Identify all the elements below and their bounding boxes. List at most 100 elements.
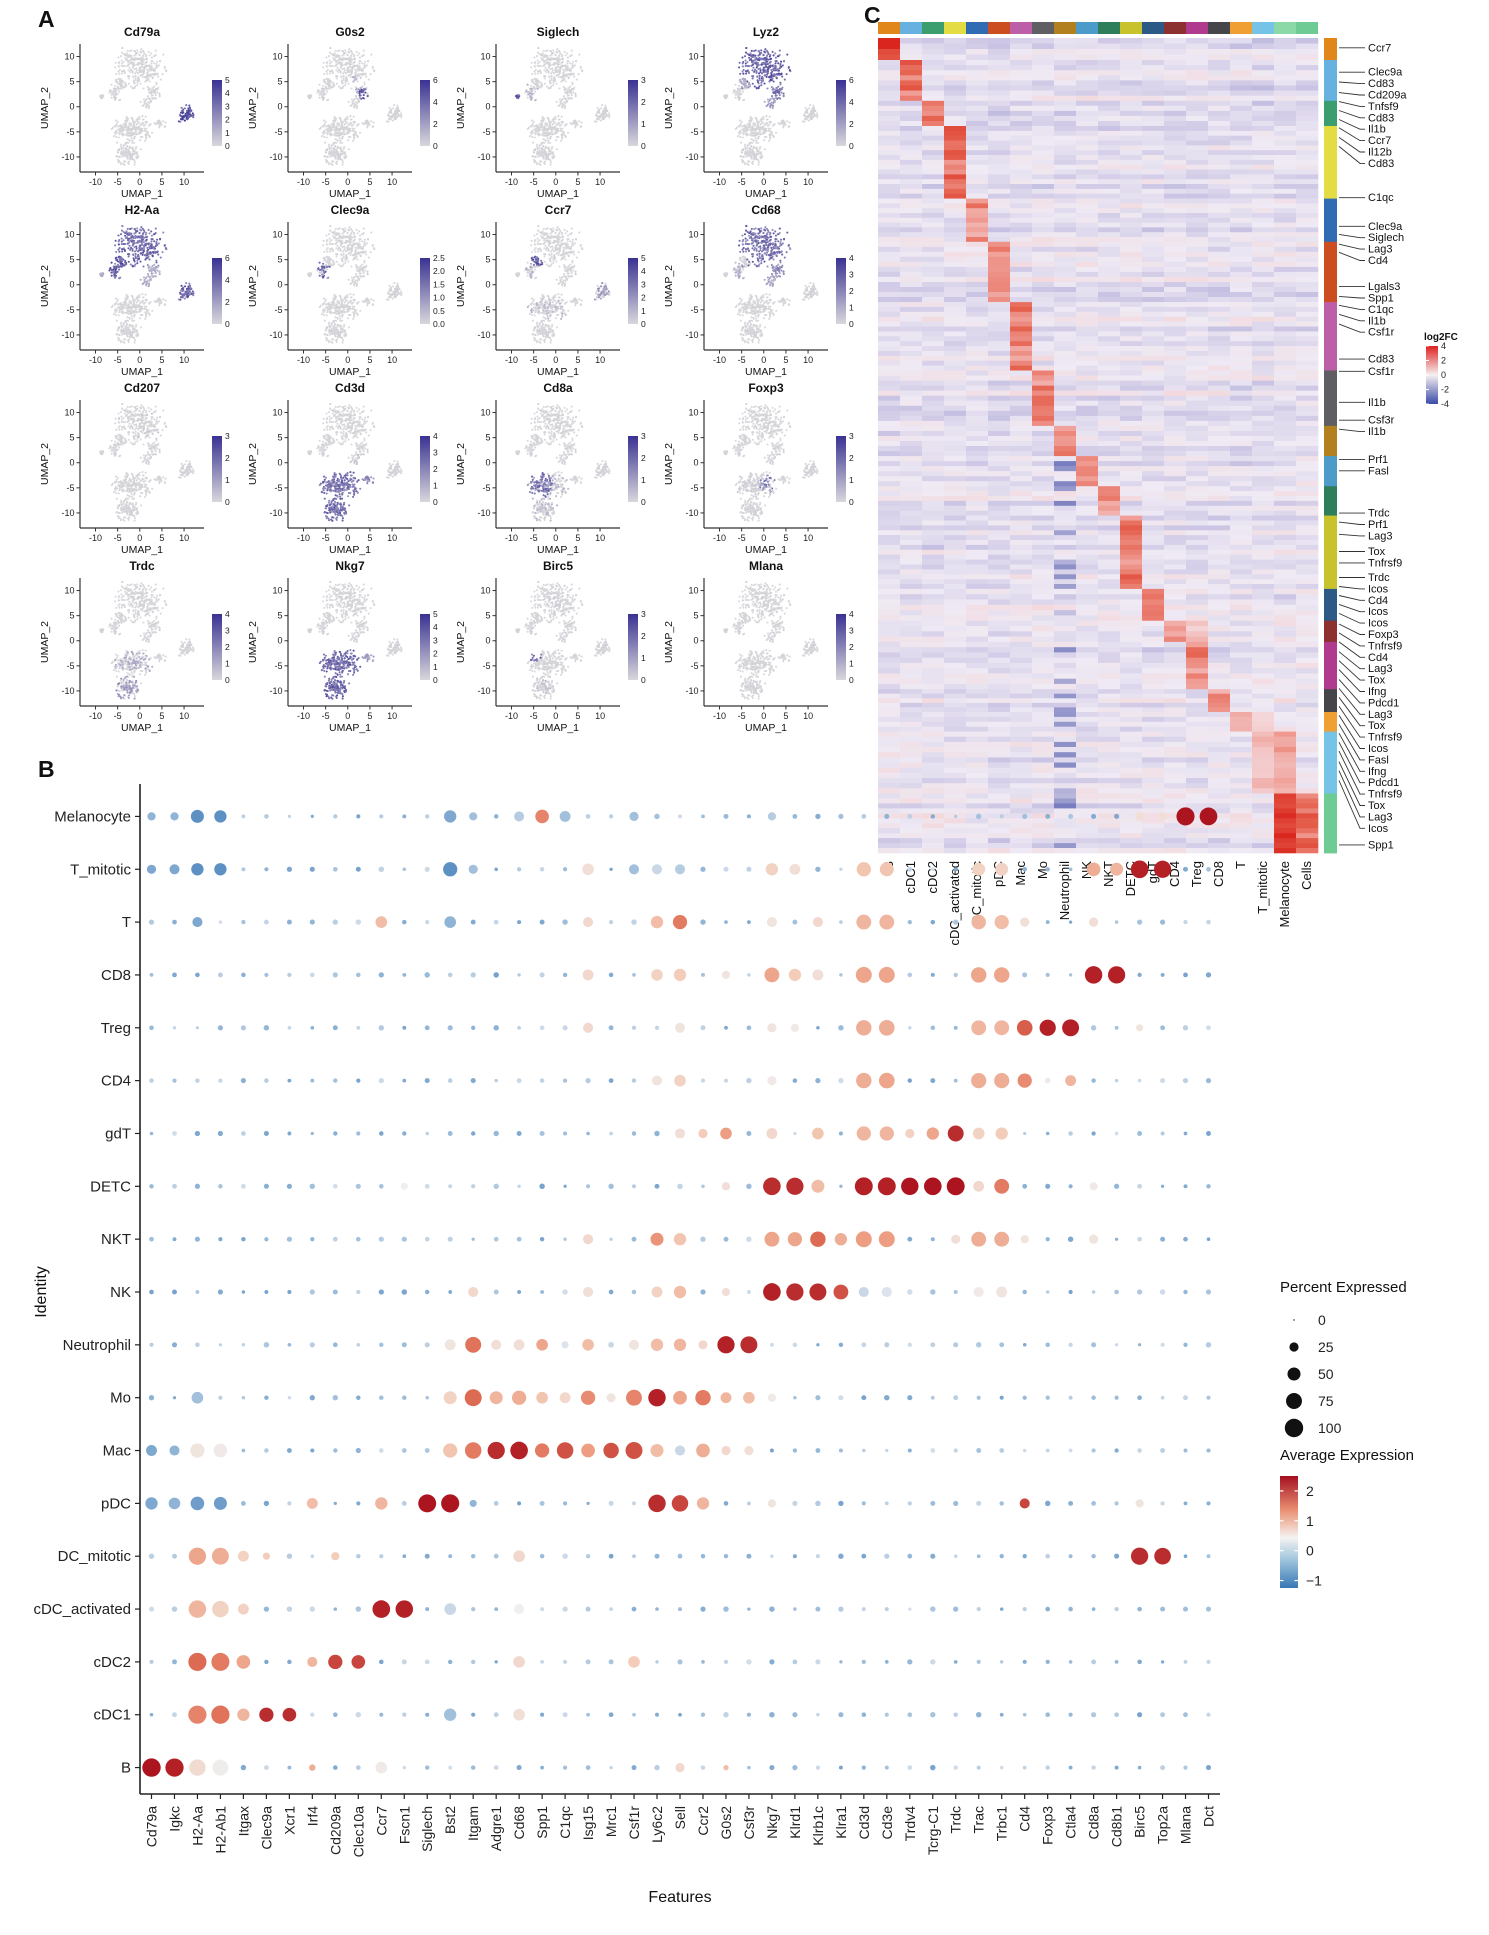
circle (768, 139, 771, 142)
circle (530, 87, 533, 90)
circle (350, 240, 353, 244)
circle (181, 118, 184, 121)
circle (778, 67, 781, 70)
circle (370, 231, 373, 234)
circle (118, 156, 121, 159)
y-tick-label: 5 (69, 255, 74, 265)
circle (144, 55, 147, 58)
circle (158, 304, 161, 307)
circle (549, 163, 552, 166)
circle (740, 151, 743, 154)
circle (330, 86, 333, 89)
y-axis-label: UMAP_2 (247, 87, 259, 129)
circle (340, 141, 344, 144)
circle (389, 109, 392, 112)
circle (113, 97, 116, 100)
circle (334, 117, 337, 120)
circle (332, 237, 335, 240)
circle (330, 61, 333, 64)
circle (127, 82, 130, 85)
circle (559, 52, 562, 55)
circle (561, 105, 564, 108)
circle (543, 61, 546, 64)
circle (357, 88, 360, 91)
circle (608, 116, 611, 119)
circle (349, 235, 352, 238)
circle (546, 124, 549, 127)
circle (161, 73, 164, 76)
circle (186, 295, 189, 298)
circle (187, 287, 190, 290)
circle (568, 88, 571, 91)
circle (763, 127, 766, 130)
circle (359, 76, 362, 79)
circle (531, 154, 534, 158)
circle (139, 252, 142, 255)
circle (534, 90, 537, 93)
x-tick-label: 5 (159, 355, 164, 365)
circle (154, 231, 157, 235)
circle (125, 322, 128, 325)
circle (341, 72, 345, 75)
circle (127, 239, 130, 242)
circle (180, 106, 183, 109)
circle (769, 65, 772, 68)
circle (152, 55, 155, 58)
circle (391, 107, 395, 110)
circle (363, 241, 366, 244)
circle (744, 143, 747, 146)
y-tick-label: -10 (269, 152, 282, 162)
circle (114, 129, 117, 132)
circle (153, 62, 156, 65)
circle (133, 245, 136, 249)
circle (544, 121, 547, 124)
circle (751, 69, 754, 72)
circle (766, 68, 769, 71)
circle (547, 158, 551, 161)
circle (356, 101, 359, 105)
circle (119, 258, 122, 261)
circle (339, 133, 342, 136)
circle (556, 148, 559, 151)
circle (747, 65, 750, 68)
circle (372, 246, 375, 250)
circle (147, 248, 150, 251)
circle (770, 101, 773, 104)
circle (565, 91, 568, 94)
circle (140, 241, 143, 244)
circle (363, 259, 366, 262)
circle (734, 96, 737, 99)
circle (742, 156, 745, 159)
circle (546, 49, 549, 52)
circle (534, 156, 537, 159)
circle (778, 94, 781, 97)
circle (108, 269, 111, 272)
circle (343, 249, 346, 252)
circle (148, 64, 151, 67)
circle (559, 70, 562, 73)
circle (159, 120, 162, 123)
circle (367, 78, 370, 81)
circle (121, 262, 124, 265)
circle (328, 148, 332, 151)
circle (558, 72, 561, 75)
circle (144, 120, 147, 123)
circle (127, 247, 130, 250)
circle (114, 61, 117, 64)
circle (550, 51, 553, 54)
circle (597, 109, 600, 112)
circle (342, 77, 345, 80)
circle (333, 153, 336, 157)
circle (777, 72, 780, 75)
circle (181, 289, 184, 292)
circle (138, 115, 141, 119)
circle (127, 255, 130, 258)
circle (159, 298, 162, 301)
circle (114, 297, 118, 300)
colorbar-tick-label: 2 (225, 115, 230, 125)
circle (743, 98, 746, 101)
circle (127, 307, 131, 310)
circle (152, 88, 155, 91)
circle (160, 300, 163, 303)
circle (352, 139, 355, 142)
